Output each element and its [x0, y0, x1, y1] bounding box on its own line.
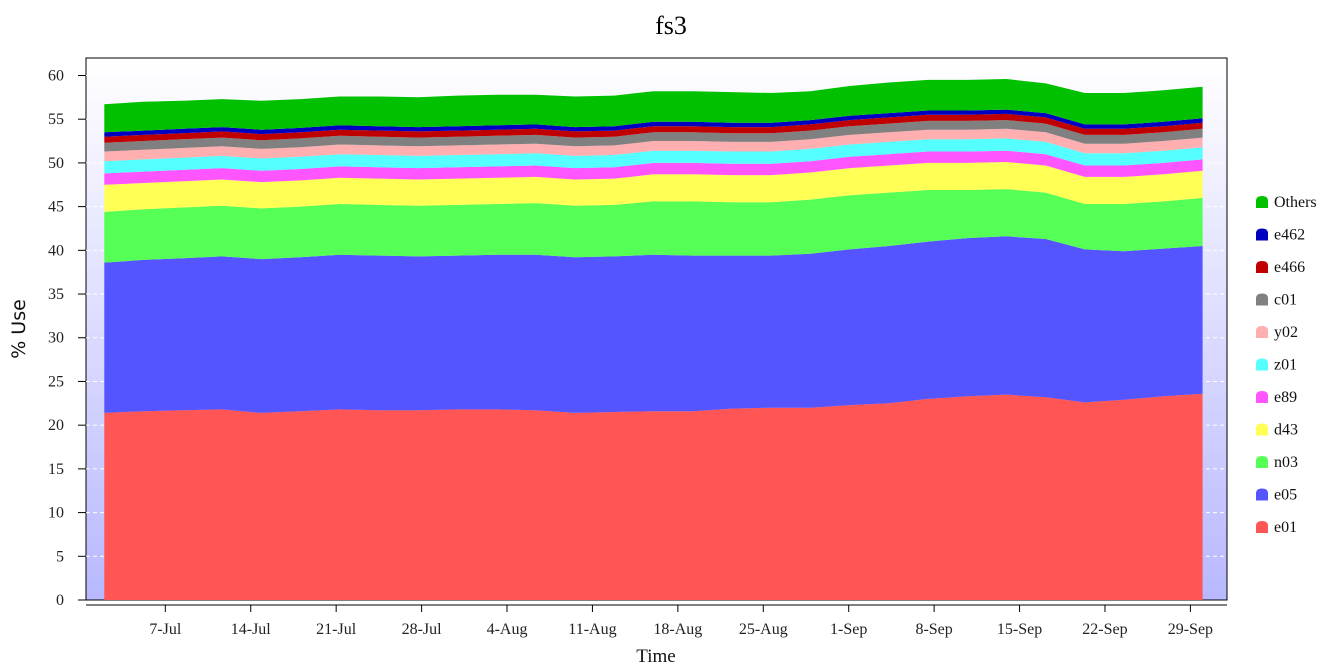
legend-item-z01: z01	[1256, 357, 1297, 374]
area-series-e89	[104, 150, 1203, 185]
area-series-e05	[104, 236, 1203, 413]
legend-label: Others	[1274, 194, 1317, 211]
area-series-c01	[104, 120, 1203, 152]
legend-label: c01	[1274, 292, 1297, 309]
legend-label: e89	[1274, 389, 1297, 406]
x-axis-title: Time	[636, 646, 675, 667]
area-series-e462	[104, 109, 1203, 137]
y-tick-label: 50	[48, 155, 64, 172]
area-series-n03	[104, 189, 1203, 263]
y-axis: 0 5 10 15 20 25 30 35 40 45 50 55 60	[48, 67, 86, 609]
chart-title: fs3	[655, 11, 687, 40]
x-tick-label: 8-Sep	[915, 621, 952, 638]
legend-item-e89: e89	[1256, 389, 1297, 406]
legend-label: e466	[1274, 259, 1305, 276]
legend-swatch	[1256, 261, 1268, 273]
y-tick-label: 20	[48, 417, 64, 434]
y-tick-label: 40	[48, 242, 64, 259]
legend-swatch	[1256, 358, 1268, 371]
x-tick-label: 28-Jul	[402, 621, 443, 638]
legend-item-others: Others	[1256, 194, 1317, 211]
area-series-y02	[104, 128, 1203, 162]
x-tick-label: 25-Aug	[739, 621, 788, 638]
legend-item-c01: c01	[1256, 292, 1297, 309]
y-tick-label: 25	[48, 373, 64, 390]
y-tick-label: 5	[56, 548, 64, 565]
area-series-d43	[104, 162, 1203, 212]
y-axis-title: % Use	[8, 299, 30, 359]
y-tick-label: 60	[48, 67, 64, 84]
legend-swatch	[1256, 228, 1268, 241]
legend-swatch	[1256, 423, 1268, 436]
y-tick-label: 55	[48, 111, 64, 128]
legend-swatch	[1256, 293, 1268, 306]
legend-label: e05	[1274, 487, 1297, 504]
x-tick-label: 18-Aug	[653, 621, 702, 638]
legend-item-y02: y02	[1256, 324, 1298, 341]
legend-label: y02	[1274, 324, 1298, 341]
x-tick-label: 22-Sep	[1082, 621, 1127, 638]
legend-item-d43: d43	[1256, 422, 1298, 439]
x-tick-label: 1-Sep	[830, 621, 867, 638]
legend-label: z01	[1274, 357, 1297, 374]
x-tick-label: 11-Aug	[568, 621, 616, 638]
x-tick-label: 7-Jul	[149, 621, 182, 638]
legend-item-e466: e466	[1256, 259, 1305, 276]
legend-item-e462: e462	[1256, 227, 1305, 244]
y-tick-label: 10	[48, 505, 64, 522]
y-tick-label: 0	[56, 592, 64, 609]
y-tick-label: 30	[48, 330, 64, 347]
x-tick-label: 15-Sep	[997, 621, 1042, 638]
x-tick-label: 4-Aug	[487, 621, 528, 638]
legend-swatch	[1256, 326, 1268, 338]
y-tick-label: 45	[48, 199, 64, 216]
legend-label: e462	[1274, 227, 1305, 244]
x-tick-label: 14-Jul	[231, 621, 272, 638]
x-tick-label: 29-Sep	[1168, 621, 1213, 638]
area-series-others	[104, 79, 1203, 133]
legend-label: e01	[1274, 519, 1297, 536]
legend-swatch	[1256, 488, 1268, 501]
legend: Others e462 e466 c01 y02 z01 e89 d43 n03 e05 e01	[1256, 194, 1317, 536]
area-series-e01	[104, 393, 1203, 600]
legend-item-e05: e05	[1256, 487, 1297, 504]
legend-label: n03	[1274, 454, 1298, 471]
legend-item-n03: n03	[1256, 454, 1298, 471]
legend-label: d43	[1274, 422, 1298, 439]
legend-swatch	[1256, 391, 1268, 403]
legend-swatch	[1256, 521, 1268, 533]
x-tick-label: 21-Jul	[316, 621, 357, 638]
y-tick-label: 15	[48, 461, 64, 478]
x-axis: 7-Jul 14-Jul 21-Jul 28-Jul 4-Aug 11-Aug 18-Aug…	[86, 604, 1227, 638]
area-series-group	[104, 79, 1203, 600]
legend-item-e01: e01	[1256, 519, 1297, 536]
legend-swatch	[1256, 456, 1268, 468]
legend-swatch	[1256, 196, 1268, 208]
area-series-z01	[104, 138, 1203, 174]
area-series-e466	[104, 113, 1203, 143]
y-tick-label: 35	[48, 286, 64, 303]
